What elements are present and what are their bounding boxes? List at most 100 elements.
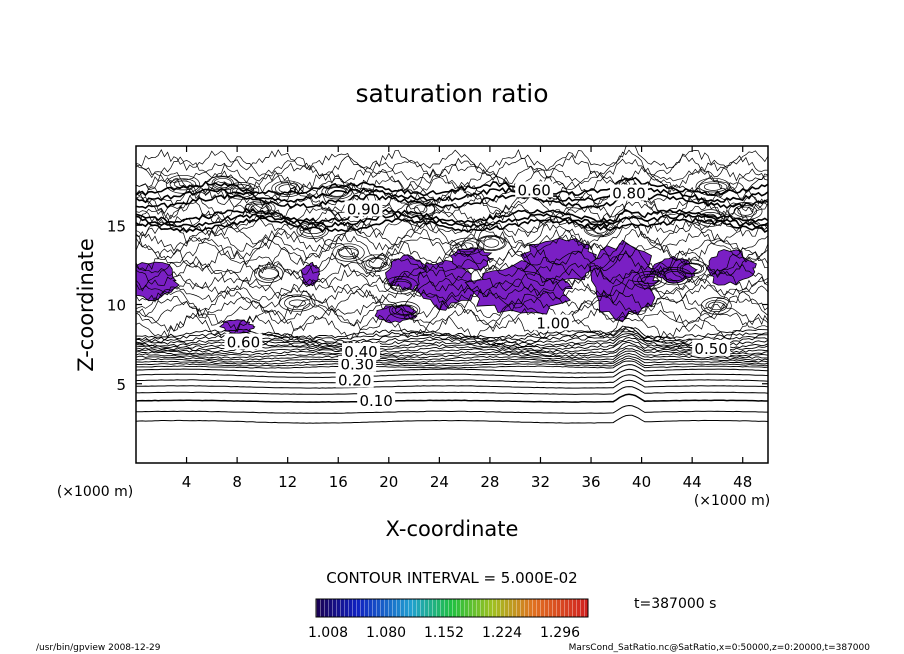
y-axis-ticks: 5 10 15	[107, 217, 768, 394]
contour-line-turbulent	[136, 283, 768, 304]
contour-eddy	[632, 271, 668, 290]
contour-label: 0.10	[359, 392, 392, 410]
x-tick-label: 32	[531, 473, 550, 491]
contour-eddy	[413, 204, 428, 214]
contour-label-background	[344, 200, 383, 217]
contour-label: 0.50	[694, 340, 727, 358]
x-tick-label: 36	[581, 473, 600, 491]
contour-line-turbulent	[136, 158, 768, 185]
contour-eddy	[206, 175, 239, 191]
contour-interval-text: CONTOUR INTERVAL = 5.000E-02	[326, 569, 577, 587]
contour-label-background	[515, 181, 554, 198]
contour-eddy	[695, 209, 725, 227]
contour-label-background	[534, 314, 573, 331]
x-tick-label: 28	[480, 473, 499, 491]
contour-eddy	[703, 213, 717, 223]
y-axis-label: Z-coordinate	[74, 238, 98, 372]
contour-eddy	[483, 238, 500, 248]
contour-eddy	[250, 203, 270, 213]
contour-line-turbulent	[136, 269, 768, 298]
contour-eddy	[327, 187, 347, 197]
contour-label: 1.00	[536, 315, 569, 333]
contour-eddy	[279, 294, 316, 312]
contour-line-bold	[136, 176, 768, 197]
contour-line-bold	[136, 217, 768, 234]
y-tick-label: 15	[107, 217, 126, 235]
contour-eddy	[395, 305, 415, 315]
contour-line	[136, 364, 768, 374]
contour-line-dense	[136, 357, 768, 367]
contour-label: 0.80	[612, 185, 645, 203]
contour-eddy	[389, 301, 421, 319]
contour-line-dense	[136, 355, 768, 365]
contour-eddy	[583, 220, 616, 238]
contour-eddy	[361, 254, 392, 272]
contour-line-dense	[136, 350, 768, 361]
contour-eddy	[258, 268, 279, 279]
x-axis-ticks: 4 8 12 16 20 24 28 32 36 40 44 48	[182, 146, 752, 491]
contour-eddy	[288, 299, 306, 307]
contour-lines	[136, 146, 768, 424]
contour-line-turbulent	[136, 146, 768, 172]
contour-eddy	[449, 237, 485, 255]
contour-line-bold	[136, 212, 768, 229]
contour-line-turbulent	[136, 223, 768, 253]
contour-eddy	[224, 182, 260, 200]
contour-eddy	[248, 202, 272, 215]
x-tick-label: 44	[683, 473, 702, 491]
contour-line-dense	[136, 345, 768, 357]
contour-eddy	[592, 224, 608, 234]
color-bar-frame	[315, 598, 589, 618]
contour-eddy	[213, 177, 232, 189]
contour-eddy	[733, 205, 758, 218]
color-bar-label: 1.152	[424, 625, 464, 641]
contour-eddy	[383, 276, 418, 295]
contour-line	[136, 414, 768, 424]
contour-labels: 0.10 0.200.300.40 0.50 0.60 0.80 0.90 1.00 0.60	[224, 181, 731, 410]
contour-eddy	[698, 212, 723, 224]
contour-line-dense	[136, 325, 768, 340]
contour-line-dense	[136, 360, 768, 369]
contour-line-bold	[136, 182, 768, 204]
time-label: t=387000 s	[634, 596, 716, 612]
contour-eddy	[278, 184, 297, 194]
contour-line-dense	[136, 341, 768, 355]
contour-line-dense	[136, 348, 768, 359]
supersaturated-region	[136, 261, 180, 302]
contour-eddy	[302, 226, 323, 235]
contour-eddy	[258, 266, 280, 281]
contour-line-turbulent	[136, 300, 768, 327]
chart-title: saturation ratio	[355, 79, 548, 108]
contour-eddy	[700, 297, 732, 315]
contour-eddy	[275, 182, 300, 195]
contour-eddy	[368, 258, 385, 269]
x-tick-label: 16	[329, 473, 348, 491]
contour-eddy	[695, 177, 731, 196]
contour-eddy	[698, 181, 728, 193]
contour-line-turbulent	[136, 166, 768, 194]
contour-line	[136, 368, 768, 379]
x-tick-label: 20	[379, 473, 398, 491]
contour-label-background	[692, 339, 731, 356]
color-bar-labels: 1.008 1.080 1.152 1.224 1.296	[308, 625, 580, 641]
contour-line-turbulent	[136, 309, 768, 340]
contour-eddy	[284, 296, 311, 311]
supersaturated-region	[706, 249, 757, 286]
contour-eddy	[391, 304, 418, 316]
contour-line	[136, 386, 768, 395]
contour-label-background	[609, 184, 648, 201]
contour-label-background	[357, 392, 396, 409]
plot-area: 0.10 0.200.300.40 0.50 0.60 0.80 0.90 1.00 0.60	[135, 145, 769, 464]
x-axis-label: X-coordinate	[386, 517, 519, 541]
contour-line-turbulent	[136, 189, 768, 222]
contour-line-turbulent	[136, 260, 768, 287]
contour-label: 0.60	[517, 181, 550, 199]
contour-eddy	[389, 278, 412, 292]
contour-eddy	[299, 223, 326, 238]
contour-line	[136, 374, 768, 384]
contour-line	[136, 404, 768, 414]
contour-eddy	[325, 186, 349, 198]
color-bar-label: 1.296	[540, 625, 580, 641]
contour-eddy	[390, 280, 411, 290]
